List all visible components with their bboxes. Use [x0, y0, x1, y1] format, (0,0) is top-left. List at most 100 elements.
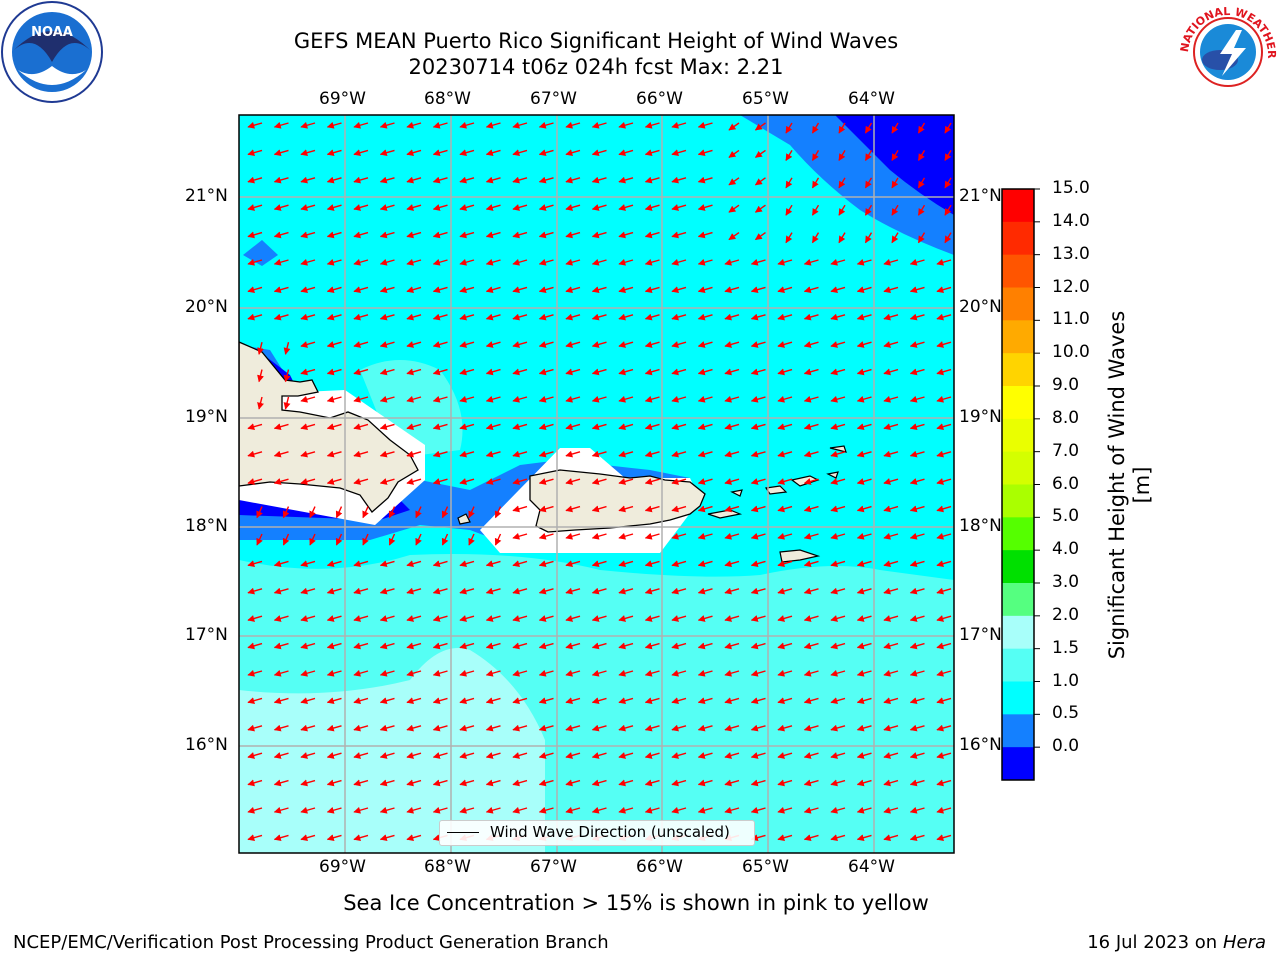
colorbar-segment	[1002, 681, 1034, 715]
wave-direction-arrow	[300, 258, 316, 266]
wave-direction-arrow	[353, 176, 369, 184]
wave-direction-arrow	[697, 697, 713, 705]
wave-direction-arrow	[591, 258, 607, 266]
wave-direction-arrow	[300, 752, 316, 759]
wave-direction-arrow	[697, 121, 713, 129]
wave-direction-arrow	[257, 396, 264, 410]
wave-direction-arrow	[644, 724, 660, 732]
wave-direction-arrow	[618, 423, 634, 431]
wave-direction-arrow	[353, 642, 369, 650]
wave-direction-arrow	[591, 450, 607, 458]
wave-direction-arrow	[644, 615, 660, 622]
wave-direction-arrow	[671, 258, 687, 266]
colorbar-tick-label: 5.0	[1052, 506, 1080, 527]
wave-direction-arrow	[644, 149, 660, 157]
wave-direction-arrow	[273, 697, 289, 705]
wave-direction-arrow	[754, 204, 766, 213]
lon-label-bottom: 68°W	[424, 857, 471, 877]
wave-direction-arrow	[936, 368, 952, 376]
wave-direction-arrow	[512, 478, 528, 485]
wave-direction-arrow	[512, 341, 528, 348]
wave-direction-arrow	[538, 423, 554, 431]
wave-direction-arrow	[459, 697, 475, 705]
lon-label-top: 64°W	[848, 89, 895, 109]
wave-direction-arrow	[326, 395, 342, 403]
wave-direction-arrow	[785, 204, 793, 216]
wave-direction-arrow	[750, 724, 766, 732]
wave-direction-arrow	[379, 286, 395, 294]
wave-direction-arrow	[273, 204, 289, 211]
colorbar-segment	[1002, 287, 1034, 321]
wave-direction-arrow	[936, 669, 952, 677]
wave-direction-arrow	[697, 149, 713, 157]
wave-direction-arrow	[777, 258, 793, 266]
wave-direction-arrow	[565, 806, 581, 814]
wave-direction-arrow	[300, 615, 316, 622]
wave-direction-arrow	[750, 779, 766, 787]
wave-direction-arrow	[273, 313, 289, 321]
wave-direction-arrow	[856, 779, 872, 787]
wave-direction-arrow	[485, 560, 501, 568]
wave-direction-arrow	[644, 478, 660, 485]
wave-direction-arrow	[697, 176, 713, 184]
wave-direction-arrow	[777, 724, 793, 732]
wave-direction-arrow	[538, 615, 554, 622]
wave-direction-arrow	[257, 369, 264, 383]
wave-direction-arrow	[353, 204, 369, 211]
wave-direction-arrow	[724, 286, 740, 294]
colorbar-tick-label: 1.5	[1052, 637, 1080, 658]
wave-direction-arrow	[883, 478, 899, 485]
wave-direction-arrow	[803, 724, 819, 732]
wave-direction-arrow	[830, 560, 846, 568]
wave-direction-arrow	[697, 505, 713, 513]
wave-direction-arrow	[538, 752, 554, 759]
wave-direction-arrow	[256, 506, 263, 519]
wave-direction-arrow	[353, 806, 369, 814]
wave-direction-arrow	[697, 779, 713, 787]
wave-direction-arrow	[468, 533, 475, 546]
wave-direction-arrow	[803, 286, 819, 294]
lon-label-top: 68°W	[424, 89, 471, 109]
wave-direction-arrow	[512, 505, 528, 513]
wave-direction-arrow	[591, 395, 607, 403]
wave-direction-arrow	[830, 313, 846, 321]
wave-direction-arrow	[936, 615, 952, 622]
wave-direction-arrow	[891, 122, 899, 134]
wave-direction-arrow	[459, 478, 475, 485]
wave-direction-arrow	[618, 231, 634, 239]
wave-direction-arrow	[379, 368, 395, 376]
wave-direction-arrow	[750, 697, 766, 705]
wave-direction-arrow	[379, 697, 395, 705]
wave-direction-arrow	[309, 533, 316, 546]
wave-direction-arrow	[591, 587, 607, 595]
wave-direction-arrow	[909, 752, 925, 759]
colorbar-tick-label: 9.0	[1052, 375, 1080, 395]
wave-direction-arrow	[671, 204, 687, 211]
wave-direction-arrow	[936, 395, 952, 403]
wave-direction-arrow	[830, 779, 846, 787]
wave-direction-arrow	[830, 450, 846, 458]
colorbar	[1001, 188, 1040, 781]
wave-direction-arrow	[728, 232, 740, 241]
wave-direction-arrow	[697, 368, 713, 376]
wave-direction-arrow	[644, 395, 660, 403]
wave-direction-arrow	[512, 368, 528, 376]
wave-direction-arrow	[353, 231, 369, 239]
wave-direction-arrow	[459, 560, 475, 568]
wave-direction-arrow	[909, 341, 925, 348]
wave-direction-arrow	[565, 423, 581, 431]
wave-direction-arrow	[936, 806, 952, 814]
wave-direction-arrow	[591, 121, 607, 129]
wave-direction-arrow	[777, 286, 793, 294]
wave-direction-arrow	[909, 587, 925, 595]
wave-direction-arrow	[565, 478, 581, 485]
wave-direction-arrow	[830, 697, 846, 705]
wave-direction-arrow	[326, 697, 342, 705]
wave-direction-arrow	[591, 423, 607, 431]
wave-direction-arrow	[538, 368, 554, 376]
wave-direction-arrow	[785, 177, 793, 189]
wave-direction-arrow	[326, 834, 342, 842]
colorbar-tick-label: 14.0	[1052, 210, 1090, 231]
wave-direction-arrow	[432, 752, 448, 759]
wave-direction-arrow	[750, 423, 766, 431]
